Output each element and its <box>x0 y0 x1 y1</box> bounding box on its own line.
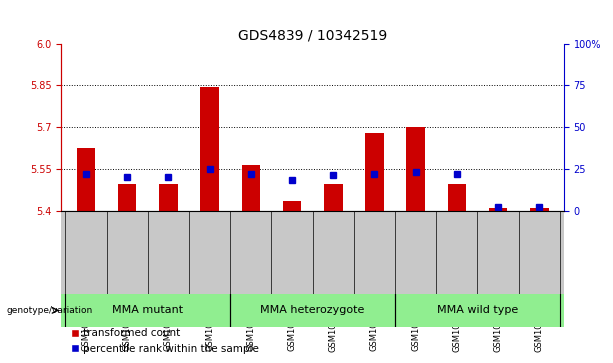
Bar <box>324 184 343 211</box>
Text: MMA heterozygote: MMA heterozygote <box>261 305 365 315</box>
Bar <box>406 127 425 211</box>
Text: MMA mutant: MMA mutant <box>112 305 183 315</box>
Legend: transformed count, percentile rank within the sample: transformed count, percentile rank withi… <box>66 324 263 358</box>
Bar <box>530 208 549 211</box>
Bar <box>159 184 178 211</box>
Text: genotype/variation: genotype/variation <box>6 306 93 315</box>
Title: GDS4839 / 10342519: GDS4839 / 10342519 <box>238 28 387 42</box>
Bar <box>200 87 219 211</box>
Bar <box>118 184 137 211</box>
Bar <box>489 208 508 211</box>
Bar <box>242 164 260 211</box>
Bar <box>77 148 95 211</box>
Text: MMA wild type: MMA wild type <box>437 305 518 315</box>
Bar <box>283 201 302 211</box>
Bar <box>447 184 466 211</box>
Bar <box>365 132 384 211</box>
